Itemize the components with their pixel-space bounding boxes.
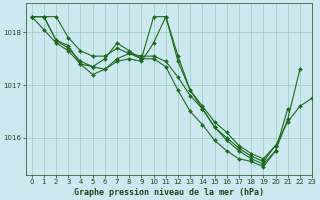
X-axis label: Graphe pression niveau de la mer (hPa): Graphe pression niveau de la mer (hPa) xyxy=(74,188,264,197)
